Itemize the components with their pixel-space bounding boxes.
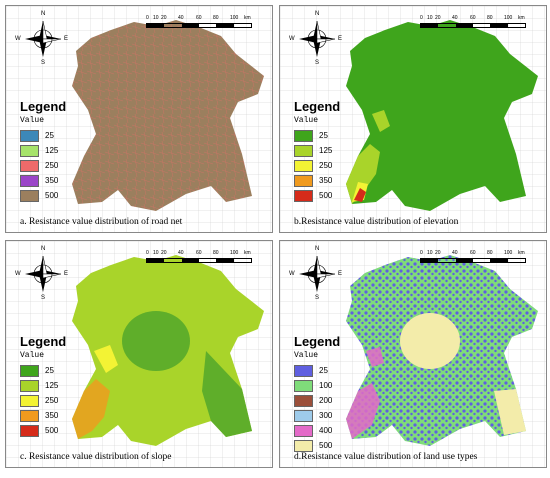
legend-item: 500: [20, 188, 66, 203]
north-arrow-icon: N S E W: [289, 11, 343, 66]
map-panel-land-use: N S E W 0 10 20 40 60 80 100 km Legend Value 25…: [279, 240, 547, 468]
road-network-overlay: [72, 20, 264, 211]
map-land-use: [280, 241, 546, 467]
map-panel-road-net: N S E W 0 10 20 40 60 80 100 km Legend Value 25…: [5, 5, 273, 233]
south-label: S: [41, 60, 46, 66]
map-road-net: [6, 6, 272, 232]
steep-slope-zone: [72, 379, 110, 439]
water-body: [494, 389, 526, 435]
panel-caption: c. Resistance value distribution of slop…: [20, 452, 172, 462]
legend-item: 350: [20, 408, 66, 423]
legend-item: 250: [294, 158, 340, 173]
west-label: W: [15, 36, 21, 42]
map-slope: [6, 241, 272, 467]
legend-item: 500: [20, 423, 66, 438]
legend-item: 25: [294, 363, 340, 378]
low-slope-zone: [202, 351, 252, 437]
high-elevation-zone: [346, 144, 380, 204]
legend-subtitle: Value: [20, 116, 45, 125]
east-label: E: [64, 36, 69, 42]
legend: Legend Value 25 125 250 350 500: [20, 99, 66, 203]
north-arrow-icon: N S E W: [15, 246, 69, 301]
legend-item: 125: [20, 143, 66, 158]
study-area-shape: [346, 20, 538, 211]
north-arrow-icon: N S E W: [289, 246, 343, 301]
legend-item: 300: [294, 408, 340, 423]
scale-bar: 0 10 20 40 60 80 100 km: [146, 15, 262, 28]
legend-item: 500: [294, 188, 340, 203]
water-body: [400, 313, 460, 369]
legend-item: 250: [20, 158, 66, 173]
map-elevation: [280, 6, 546, 232]
legend-item: 25: [20, 363, 66, 378]
panel-caption: d.Resistance value distribution of land …: [294, 452, 478, 462]
legend-item: 500: [294, 438, 340, 453]
low-slope-basin: [122, 311, 190, 371]
legend-item: 350: [20, 173, 66, 188]
legend-item: 400: [294, 423, 340, 438]
legend-item: 100: [294, 378, 340, 393]
north-label: N: [41, 11, 46, 17]
panel-caption: b.Resistance value distribution of eleva…: [294, 217, 459, 227]
legend: Legend Value 25 125 250 350 500: [294, 99, 340, 203]
mid-elevation-zone: [372, 110, 390, 132]
north-arrow-icon: N S E W: [15, 11, 69, 66]
steep-slope-zone: [94, 345, 118, 373]
legend-title: Legend: [20, 99, 67, 114]
map-panel-slope: N S E W 0 10 20 40 60 80 100 km Legend Value 25…: [5, 240, 273, 468]
legend: Legend Value 25 100 200 300 400 500: [294, 334, 340, 453]
forest-zone: [366, 347, 384, 367]
panel-caption: a. Resistance value distribution of road…: [20, 217, 183, 227]
forest-zone: [346, 383, 380, 439]
legend-item: 125: [20, 378, 66, 393]
scale-bar: 0 10 20 40 60 80 100 km: [420, 250, 536, 263]
scale-bar: 0 10 20 40 60 80 100 km: [420, 15, 536, 28]
legend-item: 250: [20, 393, 66, 408]
legend: Legend Value 25 125 250 350 500: [20, 334, 66, 438]
legend-item: 25: [294, 128, 340, 143]
peak-zone: [354, 188, 366, 202]
legend-item: 125: [294, 143, 340, 158]
map-panel-elevation: N S E W 0 10 20 40 60 80 100 km Legend Value 25…: [279, 5, 547, 233]
legend-item: 350: [294, 173, 340, 188]
legend-item: 25: [20, 128, 66, 143]
scale-bar: 0 10 20 40 60 80 100 km: [146, 250, 262, 263]
legend-item: 200: [294, 393, 340, 408]
